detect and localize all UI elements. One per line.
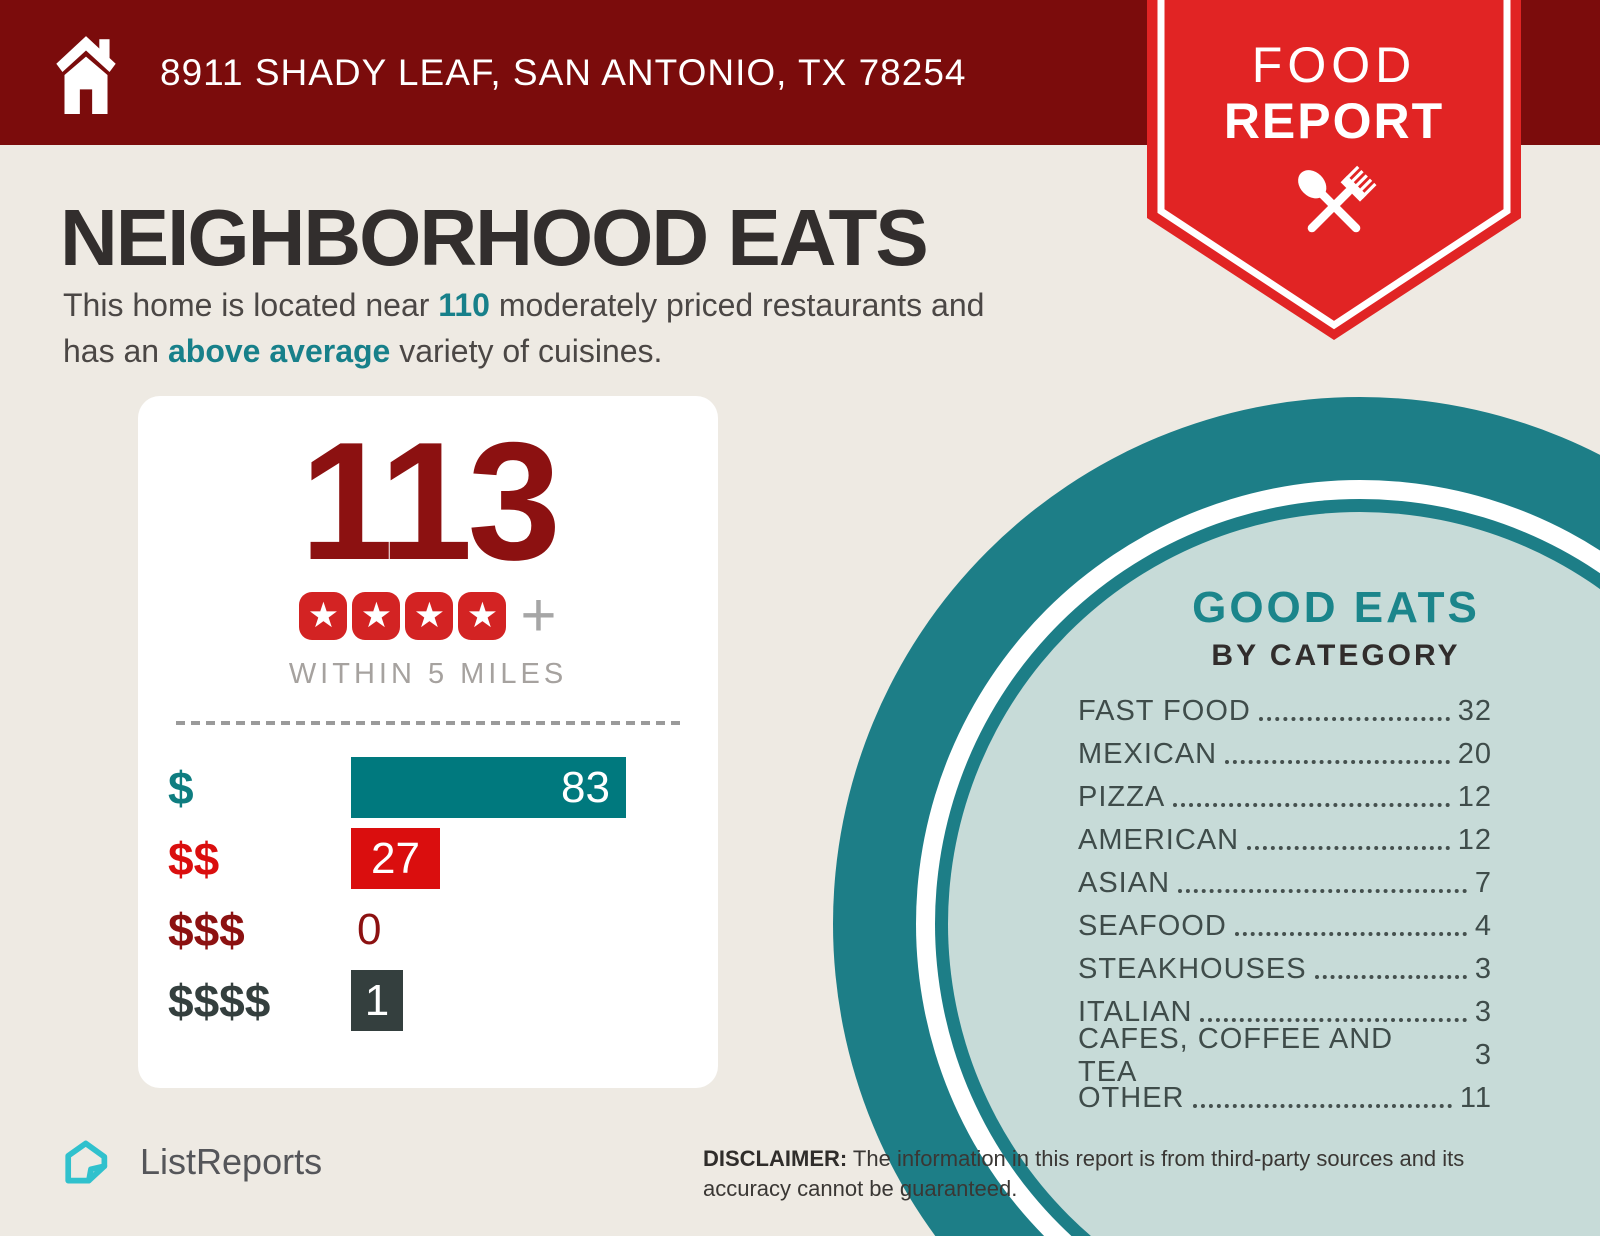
listreports-logo-icon <box>65 1140 108 1184</box>
category-label: PIZZA <box>1078 781 1166 813</box>
bar: 1 <box>351 970 403 1031</box>
dotted-leader <box>1178 889 1467 893</box>
food-report-ribbon: FOOD REPORT <box>1147 0 1521 345</box>
disclaimer-body: The information in this report is from t… <box>703 1146 1465 1201</box>
brand-name: ListReports <box>140 1141 323 1182</box>
bar-value: 83 <box>561 762 610 812</box>
total-restaurant-count: 113 <box>299 407 561 595</box>
category-row: ASIAN 7 <box>1078 862 1492 905</box>
ribbon-title-line1: FOOD <box>1251 37 1417 93</box>
bar-category-label: $$$$ <box>168 974 271 1027</box>
radius-label: WITHIN 5 MILES <box>288 658 568 690</box>
bar-value: 27 <box>371 833 420 883</box>
category-label: FAST FOOD <box>1078 695 1251 727</box>
category-list: FAST FOOD 32 MEXICAN 20 PIZZA 12 AMERICAN 12 ASI… <box>1078 690 1492 1120</box>
category-value: 4 <box>1474 910 1492 942</box>
star-icon: ★ <box>405 592 454 640</box>
category-row: ITALIAN 3 <box>1078 991 1492 1034</box>
bar-track: 27 <box>351 828 718 889</box>
category-value: 3 <box>1474 953 1492 985</box>
dotted-leader <box>1173 803 1450 807</box>
crossed-spoon-fork-icon <box>1298 165 1377 233</box>
intro-text: has an <box>63 333 168 369</box>
intro-text: moderately priced restaurants and <box>489 287 985 323</box>
star-icon: ★ <box>299 592 348 640</box>
category-label: CAFES, COFFEE AND TEA <box>1078 1022 1394 1088</box>
bar-row: $$$$ 1 <box>138 970 718 1031</box>
bar: 83 <box>351 757 626 818</box>
variety-highlight: above average <box>167 333 391 369</box>
category-label: ITALIAN <box>1078 996 1193 1028</box>
plus-sign: + <box>520 581 557 650</box>
ribbon-banner-shape <box>1147 0 1521 340</box>
star-icon: ★ <box>458 592 507 640</box>
category-row: CAFES, COFFEE AND TEA 3 <box>1078 1023 1492 1088</box>
bar-row: $$ 27 <box>138 828 718 889</box>
category-label: SEAFOOD <box>1078 910 1227 942</box>
restaurant-count: 110 <box>438 287 490 323</box>
bar-value: 0 <box>357 904 382 954</box>
intro-text: This home is located near <box>63 287 439 323</box>
category-row: OTHER 11 <box>1078 1077 1492 1120</box>
category-value: 11 <box>1459 1082 1492 1114</box>
dashed-divider <box>176 721 680 725</box>
category-value: 3 <box>1474 1039 1492 1071</box>
listreports-brand: ListReports <box>62 1140 322 1184</box>
category-value: 7 <box>1474 867 1492 899</box>
dotted-leader <box>1192 1104 1452 1108</box>
bar-row: $$$ 0 <box>138 899 718 960</box>
dotted-leader <box>1200 1018 1467 1022</box>
dotted-leader <box>1258 717 1450 721</box>
category-label: OTHER <box>1078 1082 1185 1114</box>
category-label: MEXICAN <box>1078 738 1218 770</box>
category-label: STEAKHOUSES <box>1078 953 1307 985</box>
intro-sentence: This home is located near 110 moderately… <box>63 282 984 374</box>
category-value: 12 <box>1457 781 1492 813</box>
ribbon-title-line2: REPORT <box>1223 93 1445 149</box>
star-tiles: ★ ★ ★ ★ <box>299 592 507 640</box>
disclaimer-label: DISCLAIMER: <box>703 1146 848 1171</box>
bar-track: 1 <box>351 970 718 1031</box>
home-icon <box>56 36 116 114</box>
dotted-leader <box>1247 846 1450 850</box>
category-value: 32 <box>1457 695 1492 727</box>
category-row: PIZZA 12 <box>1078 776 1492 819</box>
price-bar-chart: $83 $$ 27 $$$ 0 $$$$ 1 <box>138 757 718 1031</box>
category-label: AMERICAN <box>1078 824 1240 856</box>
star-rating-row: ★ ★ ★ ★ + <box>138 581 718 650</box>
bar-track: 0 <box>351 899 718 960</box>
good-eats-title: GOOD EATS <box>1192 583 1480 632</box>
bar-category-label: $$ <box>168 832 220 885</box>
category-value: 20 <box>1457 738 1492 770</box>
bar-category-label: $ <box>168 761 194 814</box>
category-row: AMERICAN 12 <box>1078 819 1492 862</box>
bar-track: 83 <box>351 757 718 818</box>
category-label: ASIAN <box>1078 867 1171 899</box>
intro-text: variety of cuisines. <box>390 333 663 369</box>
disclaimer-text: DISCLAIMER: The information in this repo… <box>703 1144 1543 1204</box>
dotted-leader <box>1314 975 1467 979</box>
star-icon: ★ <box>352 592 401 640</box>
category-row: STEAKHOUSES 3 <box>1078 948 1492 991</box>
category-value: 12 <box>1457 824 1492 856</box>
category-row: SEAFOOD 4 <box>1078 905 1492 948</box>
property-address: 8911 SHADY LEAF, SAN ANTONIO, TX 78254 <box>160 52 967 93</box>
page-title: NEIGHBORHOOD EATS <box>60 193 929 282</box>
category-value: 3 <box>1474 996 1492 1028</box>
bar-category-label: $$$ <box>168 903 245 956</box>
bar-row: $83 <box>138 757 718 818</box>
summary-card: 113 ★ ★ ★ ★ + WITHIN 5 MILES $83 $$ 27 $$$ 0 $$$… <box>138 396 718 1088</box>
category-row: MEXICAN 20 <box>1078 733 1492 776</box>
dotted-leader <box>1234 932 1467 936</box>
bar-value: 1 <box>364 975 390 1025</box>
category-row: FAST FOOD 32 <box>1078 690 1492 733</box>
good-eats-heading: GOOD EATS BY CATEGORY <box>1086 583 1586 673</box>
bar: 27 <box>351 828 440 889</box>
dotted-leader <box>1225 760 1450 764</box>
good-eats-subtitle: BY CATEGORY <box>1211 639 1461 672</box>
